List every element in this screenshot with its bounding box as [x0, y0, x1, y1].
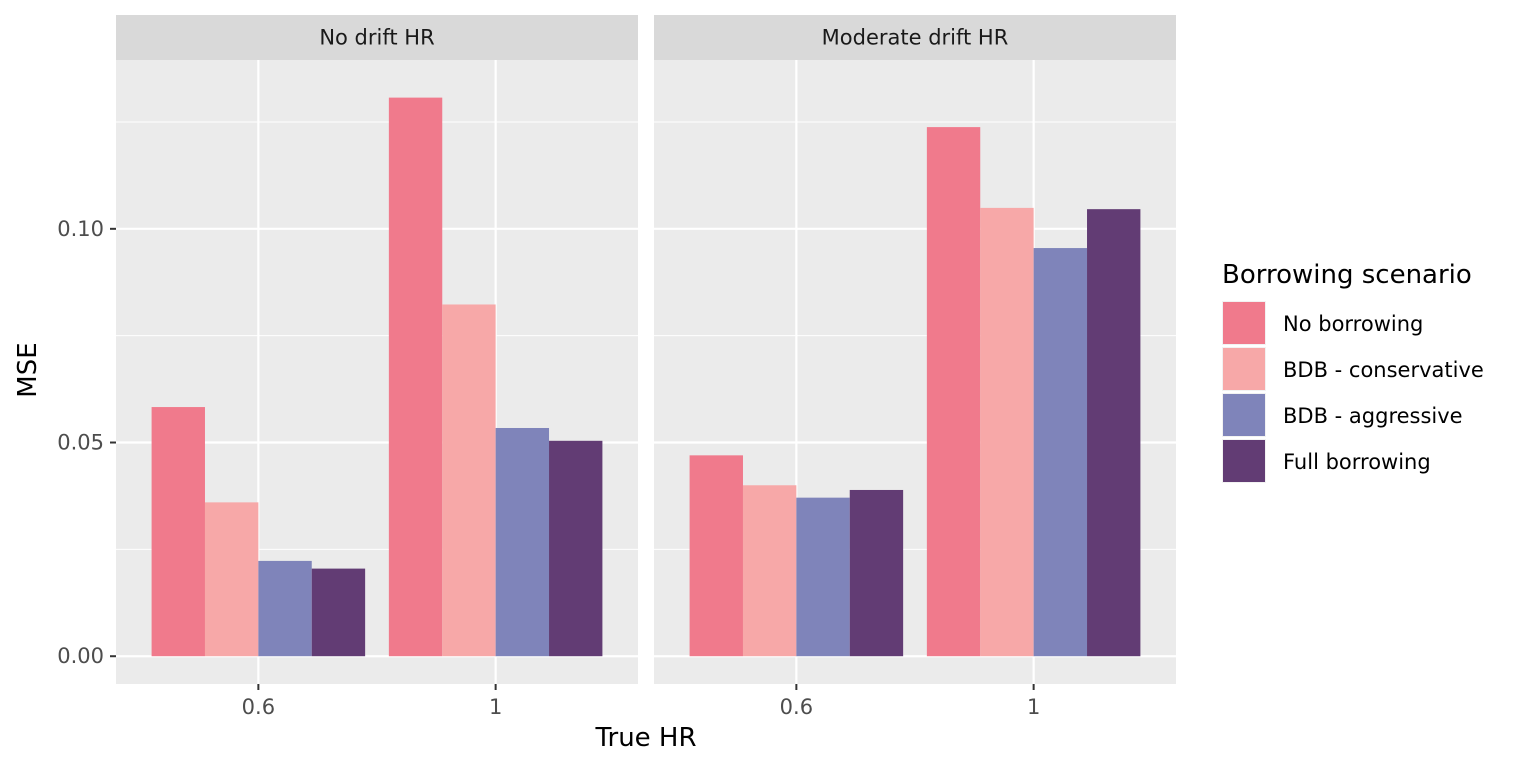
bar: [388, 97, 443, 657]
bar: [151, 407, 205, 657]
legend-label: Full borrowing: [1283, 450, 1431, 474]
facet-strip-label: Moderate drift HR: [822, 26, 1009, 50]
legend-items: No borrowing BDB - conservative BDB - aggr…: [1222, 301, 1484, 483]
panel-1: No drift HR 0.6 1: [116, 15, 638, 719]
y-axis-title: MSE: [13, 342, 43, 397]
x-tick-label: 0.6: [242, 695, 275, 719]
bar: [742, 485, 797, 657]
legend-key: [1223, 348, 1265, 390]
legend-label: No borrowing: [1283, 312, 1423, 336]
bar: [796, 497, 850, 657]
bar: [311, 568, 366, 657]
x-tick-label: 1: [1027, 695, 1040, 719]
bar: [1087, 209, 1141, 657]
bar: [442, 304, 496, 657]
facet-strip: [654, 15, 1176, 60]
facet-strip-label: No drift HR: [319, 26, 434, 50]
y-tick-label: 0.00: [57, 644, 104, 668]
y-tick-label: 0.05: [57, 431, 104, 455]
panels-layer: No drift HR 0.6 1 Moderate drift HR 0.6 1: [116, 15, 1176, 719]
bar: [549, 440, 603, 657]
bar: [926, 127, 981, 657]
legend-key: [1223, 440, 1265, 482]
y-axis: 0.00 0.05 0.10: [57, 217, 116, 668]
bar: [258, 560, 312, 657]
bar: [204, 502, 259, 657]
bar: [495, 427, 550, 657]
legend-label: BDB - conservative: [1283, 358, 1484, 382]
y-tick-label: 0.10: [57, 217, 104, 241]
legend-key: [1223, 394, 1265, 436]
legend-title: Borrowing scenario: [1222, 260, 1472, 290]
bar: [1033, 248, 1088, 657]
x-tick-label: 0.6: [780, 695, 813, 719]
x-axis-title: True HR: [594, 723, 696, 753]
bar: [849, 489, 904, 657]
legend-key: [1223, 302, 1265, 344]
x-tick-label: 1: [489, 695, 502, 719]
facet-strip: [116, 15, 638, 60]
bar: [689, 455, 743, 657]
bar: [980, 207, 1034, 657]
panel-2: Moderate drift HR 0.6 1: [654, 15, 1176, 719]
legend-label: BDB - aggressive: [1283, 404, 1463, 428]
legend: Borrowing scenario No borrowing BDB - con…: [1222, 260, 1484, 483]
